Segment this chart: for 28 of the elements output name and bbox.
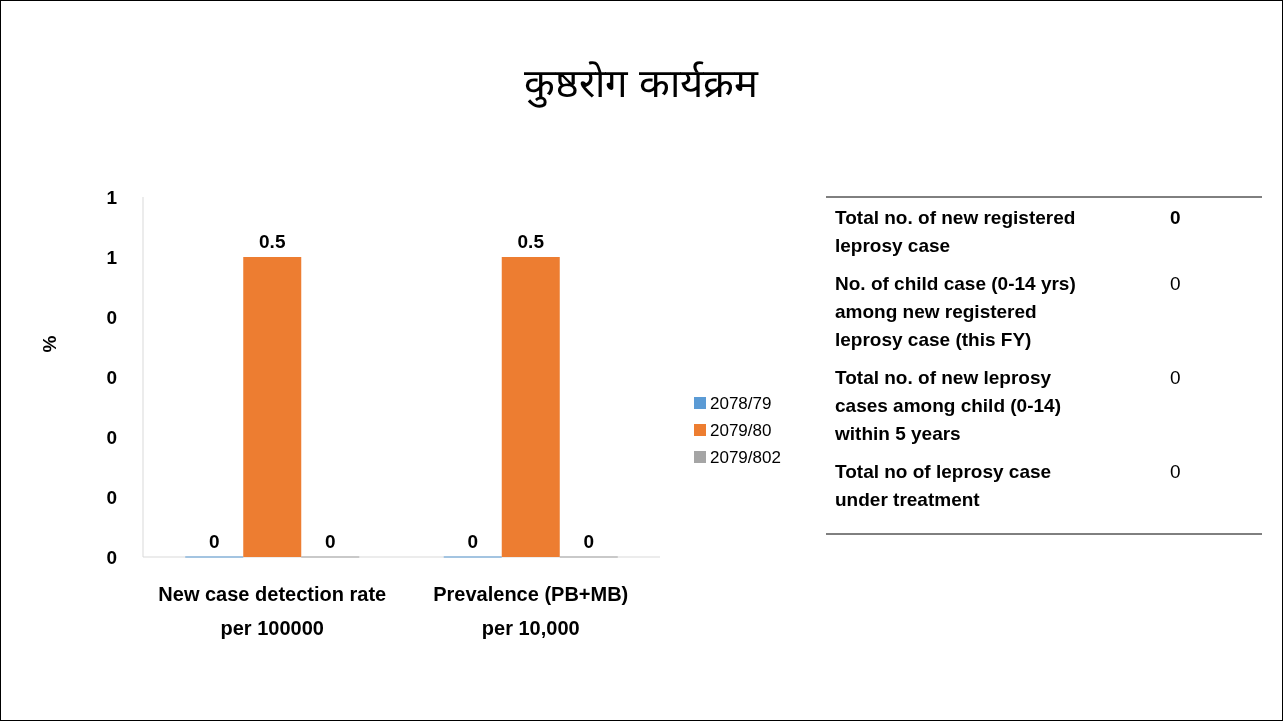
text: No. of child case (0-14 yrs) among new registered leprosy case (this FY): [835, 273, 1076, 350]
data-label: 0: [208, 531, 220, 552]
legend-label: 2079/80: [710, 421, 772, 440]
data-label: 0.5: [259, 231, 286, 252]
y-tick-label: 0: [106, 307, 117, 328]
legend-label: 2078/79: [710, 394, 772, 413]
data-label: 0: [467, 531, 479, 552]
text: 0: [1170, 207, 1181, 228]
x-tick-label: Prevalence (PB+MB) per 10,000: [433, 583, 629, 639]
text: Total no. of new leprosy cases among child (0-14) within 5 years: [834, 367, 1061, 444]
text: 0: [1170, 367, 1181, 388]
data-label: 0: [583, 531, 595, 552]
text: 0: [1170, 461, 1181, 482]
y-tick-label: 1: [106, 247, 118, 268]
chart-title: कुष्ठरोग कार्यक्रम: [523, 61, 760, 108]
y-axis-title: %: [39, 335, 60, 353]
x-tick-label: New case detection rate per 100000: [158, 583, 387, 639]
data-label: 0.5: [517, 231, 545, 252]
y-tick-label: 0: [106, 427, 117, 448]
y-tick-label: 1: [106, 187, 118, 208]
y-tick-label: 0: [106, 547, 117, 568]
text: Total no. of new registered leprosy case: [835, 207, 1076, 256]
y-tick-label: 0: [106, 487, 117, 508]
y-tick-label: 0: [106, 367, 117, 388]
text: 0: [1170, 273, 1181, 294]
legend-label: 2079/802: [710, 448, 781, 467]
text: Total no of leprosy case under treatment: [835, 461, 1052, 510]
data-label: 0: [324, 531, 336, 552]
